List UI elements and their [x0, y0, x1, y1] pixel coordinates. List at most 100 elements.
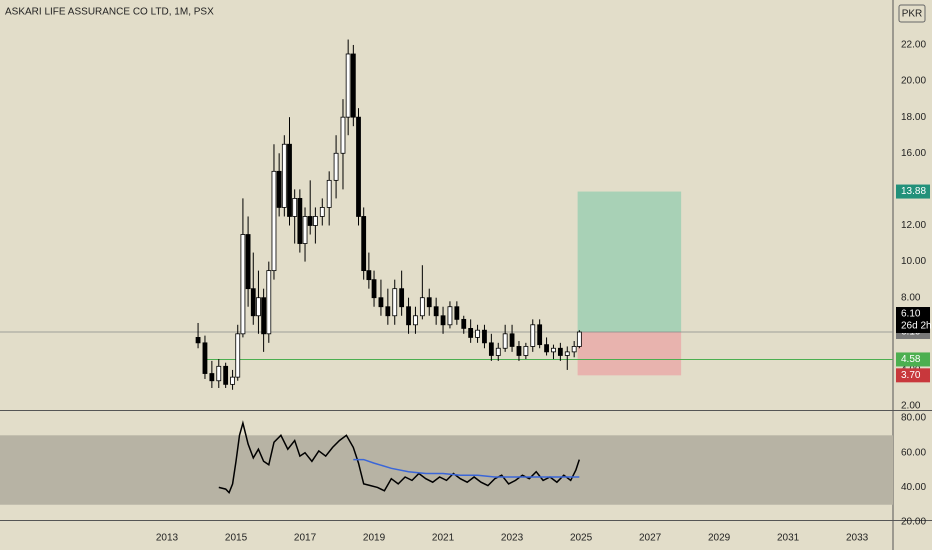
candle-body: [537, 324, 543, 346]
candle-body: [209, 373, 215, 382]
candle-body: [333, 152, 339, 181]
candle-body: [557, 347, 563, 356]
y-tick-label: 16.00: [901, 148, 926, 159]
x-tick-label: 2021: [432, 533, 455, 544]
candle-body: [356, 116, 361, 217]
y-tick-label: 12.00: [901, 220, 926, 231]
candle-body: [564, 351, 570, 356]
countdown: 26d 2h: [901, 321, 932, 332]
candle-body: [399, 288, 405, 308]
x-tick-label: 2015: [225, 533, 248, 544]
price-tag: [896, 352, 930, 367]
x-tick-label: 2013: [156, 533, 179, 544]
y-tick-label: 60.00: [901, 447, 926, 458]
candle-body: [326, 179, 332, 208]
candle-body: [433, 306, 439, 317]
x-tick-label: 2029: [708, 533, 731, 544]
candle-body: [235, 333, 241, 378]
x-tick-label: 2033: [846, 533, 869, 544]
candle-body: [426, 297, 432, 308]
candle-body: [392, 288, 398, 317]
candle-body: [240, 234, 246, 335]
price-tag-label: 4.58: [901, 354, 921, 365]
candle-body: [468, 327, 474, 338]
currency-box: [898, 4, 926, 23]
candle-body: [378, 297, 384, 308]
candle-body: [551, 347, 556, 353]
candle-body: [340, 116, 346, 154]
x-tick-label: 2027: [639, 533, 662, 544]
candle-body: [488, 342, 494, 356]
y-tick-label: 10.00: [901, 256, 926, 267]
candle-body: [413, 315, 418, 326]
candle-body: [271, 170, 277, 272]
candle-body: [256, 297, 261, 317]
candle-body: [307, 216, 313, 226]
candle-body: [287, 143, 292, 217]
rsi-line: [353, 458, 580, 478]
currency: PKR: [902, 9, 923, 20]
candle-body: [406, 306, 411, 326]
candle-body: [312, 216, 318, 226]
candle-body: [440, 315, 446, 326]
candle-body: [266, 270, 272, 335]
y-tick-label: 8.00: [901, 292, 921, 303]
candle-body: [366, 270, 372, 281]
candle-body: [571, 346, 577, 353]
candle-body: [297, 198, 303, 244]
last-price-label: 6.10: [901, 309, 921, 320]
candle-body: [544, 344, 549, 353]
price-tag-label: 13.88: [901, 186, 926, 197]
candle-body: [502, 333, 508, 349]
stop-zone: [577, 332, 682, 376]
candle-body: [292, 198, 298, 217]
y-tick-label: 80.00: [901, 413, 926, 424]
candle-body: [516, 346, 522, 356]
candle-body: [419, 297, 425, 317]
y-tick-label: 20.00: [901, 76, 926, 87]
candle-body: [195, 337, 201, 344]
chart-title: ASKARI LIFE ASSURANCE CO LTD, 1M, PSX: [5, 7, 214, 18]
x-tick-label: 2031: [777, 533, 800, 544]
last-price-tag: [896, 307, 930, 334]
y-tick-label: 20.00: [901, 517, 926, 528]
candle-body: [576, 331, 582, 347]
candle-body: [202, 342, 208, 374]
plot: 2.004.006.008.0010.0012.0014.0016.0018.0…: [0, 39, 932, 544]
candle-body: [523, 346, 529, 356]
target-zone: [577, 191, 682, 333]
x-tick-label: 2019: [363, 533, 386, 544]
candle-body: [475, 329, 480, 338]
candle-body: [371, 279, 377, 299]
x-tick-label: 2025: [570, 533, 593, 544]
candle-body: [345, 53, 351, 118]
y-tick-label: 2.00: [901, 401, 921, 412]
rsi-line: [218, 420, 581, 494]
candle-body: [223, 365, 229, 385]
price-tag: [896, 368, 930, 383]
candle-body: [361, 216, 367, 272]
candle-body: [302, 216, 308, 244]
candle-body: [216, 365, 222, 382]
y-tick-label: 22.00: [901, 40, 926, 51]
candle-body: [319, 207, 325, 217]
price-tag: [896, 184, 930, 199]
candle-body: [261, 297, 267, 335]
candle-body: [461, 318, 467, 329]
candle-body: [245, 234, 251, 290]
candle-body: [276, 170, 282, 208]
candle-body: [454, 306, 460, 320]
candle-body: [447, 306, 453, 326]
candle-body: [281, 143, 287, 208]
candle-body: [350, 53, 356, 118]
candle-body: [250, 288, 256, 317]
x-tick-label: 2017: [294, 533, 317, 544]
candle-body: [385, 306, 391, 317]
candle-body: [509, 333, 515, 347]
y-tick-label: 40.00: [901, 482, 926, 493]
y-tick-label: 18.00: [901, 112, 926, 123]
candle-body: [495, 347, 501, 356]
candle-body: [482, 329, 487, 344]
rsi-band: [0, 435, 893, 505]
